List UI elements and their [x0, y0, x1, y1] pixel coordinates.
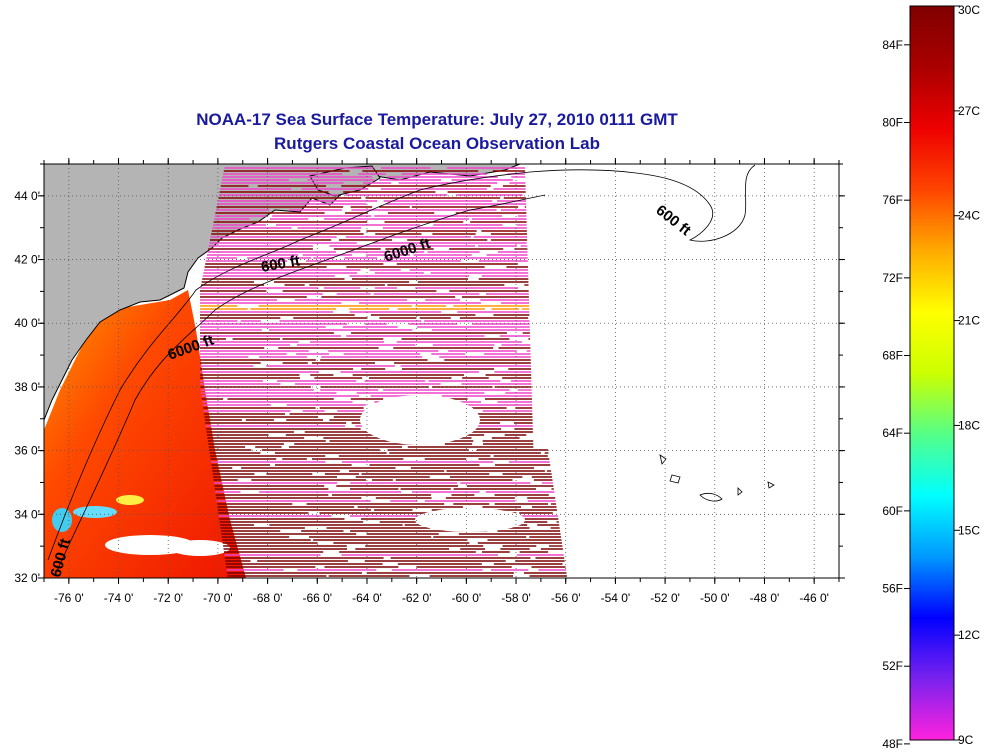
contour-label-600ft-1: 600 ft [260, 252, 302, 276]
celsius-tick-label: 24C [958, 209, 980, 223]
depth-contours [47, 164, 775, 576]
celsius-tick-label: 27C [958, 104, 980, 118]
fahrenheit-tick-label: 80F [882, 116, 903, 130]
title-line-2: Rutgers Coastal Ocean Observation Lab [274, 134, 600, 153]
lon-tick-label: -48 0' [750, 591, 780, 605]
celsius-tick-label: 18C [958, 418, 980, 432]
fahrenheit-tick-label: 72F [882, 271, 903, 285]
lon-tick-label: -64 0' [352, 591, 382, 605]
fahrenheit-tick-label: 56F [882, 582, 903, 596]
lon-tick-label: -46 0' [799, 591, 829, 605]
lon-tick-label: -58 0' [501, 591, 531, 605]
lon-tick-label: -52 0' [650, 591, 680, 605]
fahrenheit-tick-label: 60F [882, 504, 903, 518]
lat-lon-grid [44, 164, 839, 578]
noisy-swath-stripes [200, 167, 567, 577]
fahrenheit-tick-label: 68F [882, 349, 903, 363]
lon-tick-label: -74 0' [104, 591, 134, 605]
celsius-tick-label: 21C [958, 314, 980, 328]
lon-tick-label: -62 0' [402, 591, 432, 605]
lat-tick-label: 42 0' [14, 253, 40, 267]
fahrenheit-tick-label: 52F [882, 659, 903, 673]
lat-tick-label: 38 0' [14, 380, 40, 394]
celsius-tick-label: 12C [958, 628, 980, 642]
celsius-tick-label: 15C [958, 523, 980, 537]
map-plot-area [44, 164, 839, 578]
cloud-patches [52, 495, 230, 556]
fahrenheit-tick-label: 76F [882, 193, 903, 207]
lon-tick-label: -50 0' [700, 591, 730, 605]
lon-tick-label: -54 0' [601, 591, 631, 605]
lon-tick-label: -68 0' [253, 591, 283, 605]
lon-tick-label: -76 0' [54, 591, 84, 605]
celsius-labels: 30C 27C 24C 21C 18C 15C 12C 9C [954, 3, 980, 747]
title-line-1: NOAA-17 Sea Surface Temperature: July 27… [196, 110, 678, 129]
sst-coastal-swath [44, 290, 246, 578]
celsius-tick-label: 9C [958, 733, 974, 747]
fahrenheit-tick-label: 84F [882, 38, 903, 52]
lon-tick-label: -72 0' [153, 591, 183, 605]
axis-ticks [38, 158, 845, 584]
lat-tick-label: 36 0' [14, 444, 40, 458]
lon-tick-label: -70 0' [203, 591, 233, 605]
fahrenheit-tick-label: 48F [882, 737, 903, 751]
lon-tick-label: -66 0' [302, 591, 332, 605]
lat-tick-label: 34 0' [14, 507, 40, 521]
latitude-labels: 44 0' 42 0' 40 0' 38 0' 36 0' 34 0' 32 0' [14, 189, 40, 585]
lon-tick-label: -56 0' [551, 591, 581, 605]
fahrenheit-tick-label: 64F [882, 426, 903, 440]
celsius-tick-label: 30C [958, 3, 980, 17]
lat-tick-label: 40 0' [14, 316, 40, 330]
longitude-labels: -76 0' -74 0' -72 0' -70 0' -68 0' -66 0' -64 … [54, 591, 829, 605]
map-title: NOAA-17 Sea Surface Temperature: July 27… [44, 108, 830, 156]
fahrenheit-labels: 84F 80F 76F 72F 68F 64F 60F 56F 52F 48F [882, 38, 910, 751]
lon-tick-label: -60 0' [452, 591, 482, 605]
lat-tick-label: 44 0' [14, 189, 40, 203]
lat-tick-label: 32 0' [14, 571, 40, 585]
color-scale-bar [909, 5, 955, 741]
